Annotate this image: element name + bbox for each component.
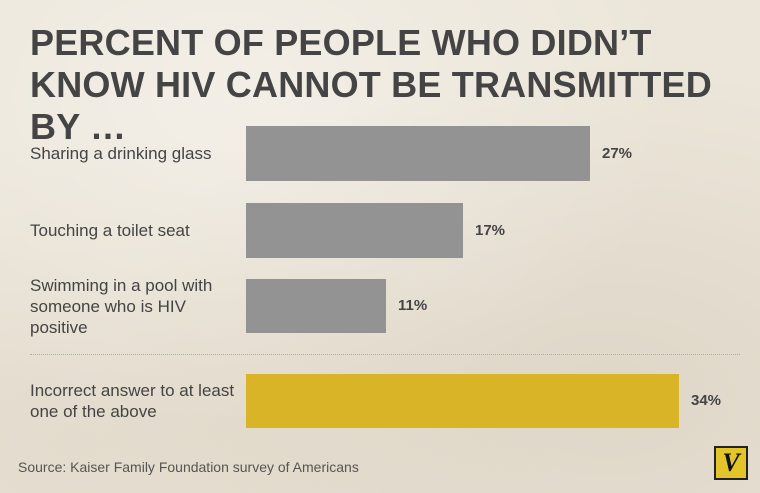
source-note: Source: Kaiser Family Foundation survey … xyxy=(18,459,359,475)
bar xyxy=(246,126,590,181)
value-label: 17% xyxy=(475,221,506,239)
value-label: 11% xyxy=(398,297,428,314)
category-label: Swimming in a pool with someone who is H… xyxy=(30,275,213,337)
category-label: Sharing a drinking glass xyxy=(30,144,212,163)
logo-letter: V xyxy=(722,448,740,477)
vox-logo-icon: V xyxy=(714,446,748,480)
value-label: 34% xyxy=(691,392,722,409)
bar xyxy=(246,279,386,333)
bar-highlight xyxy=(246,374,679,428)
divider xyxy=(30,354,740,355)
bar xyxy=(246,203,463,258)
category-label: Incorrect answer to at least one of the … xyxy=(30,381,235,421)
category-label: Touching a toilet seat xyxy=(30,221,190,240)
value-label: 27% xyxy=(602,144,633,162)
chart-title: PERCENT OF PEOPLE WHO DIDN’T KNOW HIV CA… xyxy=(30,22,712,147)
